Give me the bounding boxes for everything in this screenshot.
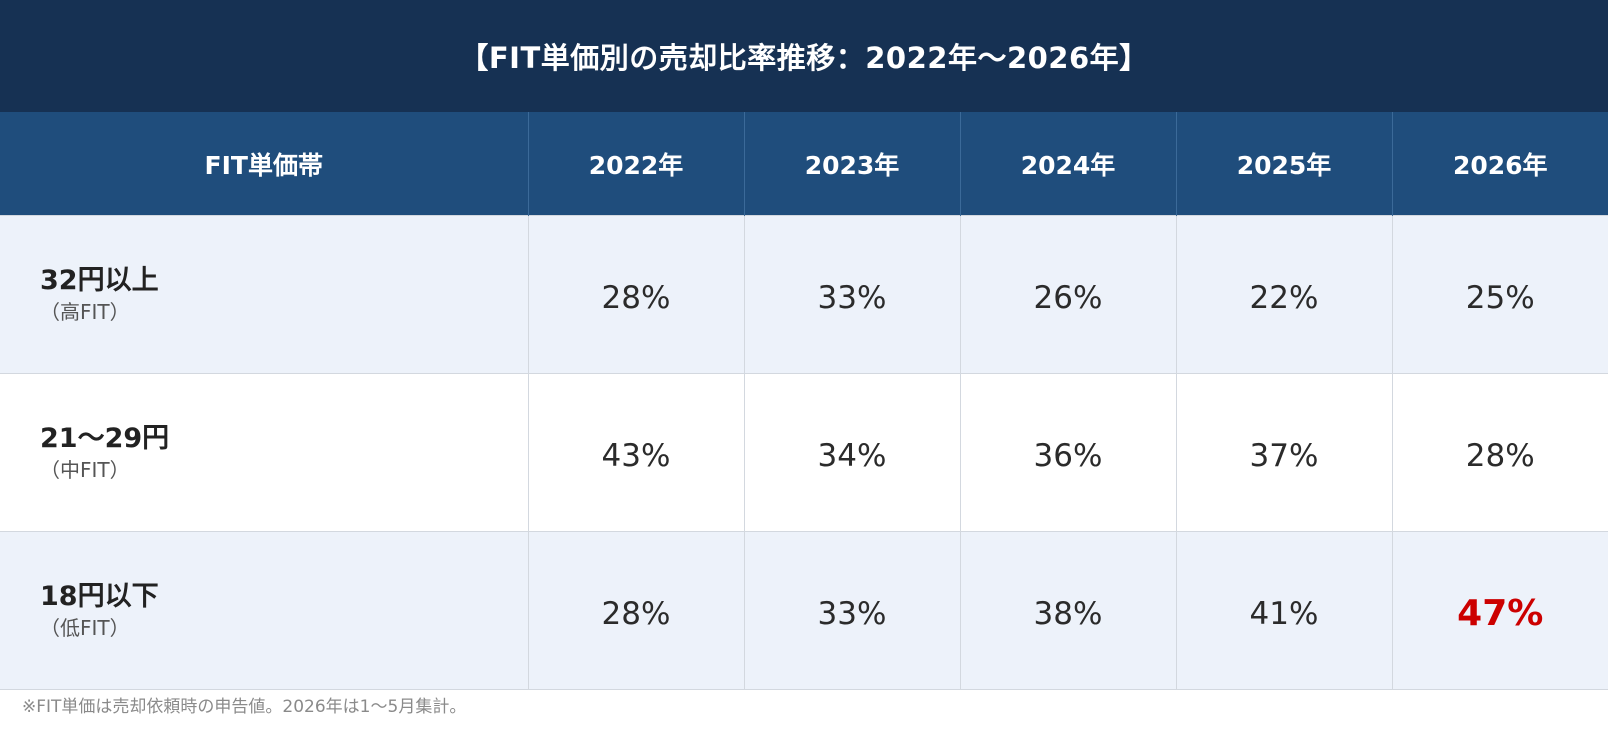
footnote: ※FIT単価は売却依頼時の申告値。2026年は1〜5月集計。 <box>22 697 467 717</box>
header-year-2022: 2022年 <box>527 112 744 216</box>
value-cell: 43% <box>527 373 744 532</box>
value-cell: 38% <box>959 531 1176 690</box>
band-sublabel: （高FIT） <box>40 299 130 324</box>
value-cell: 34% <box>743 373 960 532</box>
value-cell: 25% <box>1391 215 1608 374</box>
value-cell: 33% <box>743 215 960 374</box>
band-sublabel: （低FIT） <box>40 615 130 640</box>
value-cell: 41% <box>1175 531 1392 690</box>
band-cell: 18円以下 （低FIT） <box>0 531 528 690</box>
table-row-low-fit: 18円以下 （低FIT） 28% 33% 38% 41% 47% <box>0 531 1608 690</box>
value-cell: 28% <box>1391 373 1608 532</box>
value-cell: 26% <box>959 215 1176 374</box>
header-year-2026: 2026年 <box>1391 112 1608 216</box>
value-cell: 22% <box>1175 215 1392 374</box>
band-cell: 21〜29円 （中FIT） <box>0 373 528 532</box>
value-cell: 28% <box>527 531 744 690</box>
band-cell: 32円以上 （高FIT） <box>0 215 528 374</box>
band-label: 21〜29円 <box>40 422 170 454</box>
band-label: 32円以上 <box>40 264 159 296</box>
table-row-mid-fit: 21〜29円 （中FIT） 43% 34% 36% 37% 28% <box>0 373 1608 532</box>
header-row: FIT単価帯 2022年 2023年 2024年 2025年 2026年 <box>0 112 1608 216</box>
value-cell: 28% <box>527 215 744 374</box>
header-year-2025: 2025年 <box>1175 112 1392 216</box>
table-row-high-fit: 32円以上 （高FIT） 28% 33% 26% 22% 25% <box>0 215 1608 374</box>
value-cell: 37% <box>1175 373 1392 532</box>
header-fit-band: FIT単価帯 <box>0 112 528 216</box>
value-cell: 33% <box>743 531 960 690</box>
value-cell: 36% <box>959 373 1176 532</box>
band-sublabel: （中FIT） <box>40 457 130 482</box>
highlighted-value-cell: 47% <box>1391 531 1608 690</box>
fit-ratio-table: FIT単価帯 2022年 2023年 2024年 2025年 2026年 32円… <box>0 112 1608 690</box>
page-title: 【FIT単価別の売却比率推移：2022年〜2026年】 <box>0 0 1608 112</box>
header-year-2023: 2023年 <box>743 112 960 216</box>
header-year-2024: 2024年 <box>959 112 1176 216</box>
band-label: 18円以下 <box>40 580 159 612</box>
